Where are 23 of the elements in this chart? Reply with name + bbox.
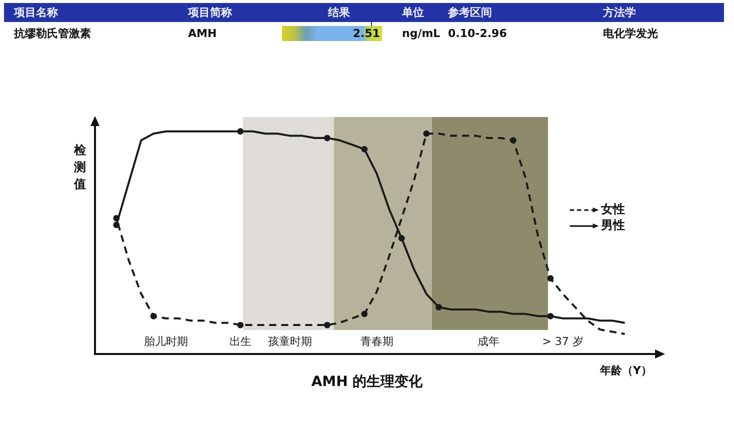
text: AMH 的生理变化 (311, 374, 423, 390)
legend-label: 男性 (600, 218, 625, 232)
x-tick-label: > 37 岁 (542, 334, 584, 348)
legend-label: 女性 (600, 202, 625, 216)
text: AMH (188, 27, 217, 40)
text: 0.10-2.96 (448, 27, 507, 40)
x-axis-title: 年龄（Y） (600, 364, 652, 377)
category-label: 结果 (328, 6, 350, 19)
category-label: 单位 (402, 6, 424, 19)
y-axis-title: 检测值 (74, 142, 87, 193)
category-label: 参考区间 (448, 6, 492, 19)
text: 抗缪勒氏管激素 (14, 27, 91, 40)
text: 电化学发光 (603, 27, 658, 40)
x-tick-label: 成年 (477, 334, 500, 348)
x-tick-label: 孩童时期 (268, 334, 312, 348)
category-label: 项目简称 (188, 6, 232, 19)
category-label: 方法学 (603, 6, 636, 19)
x-tick-label: 胎儿时期 (144, 334, 188, 348)
point (324, 322, 330, 328)
category-label: 项目名称 (14, 6, 58, 19)
text: ng/mL (402, 27, 440, 40)
x-tick-label: 青春期 (360, 334, 394, 348)
x-tick-label: 出生 (229, 334, 252, 348)
